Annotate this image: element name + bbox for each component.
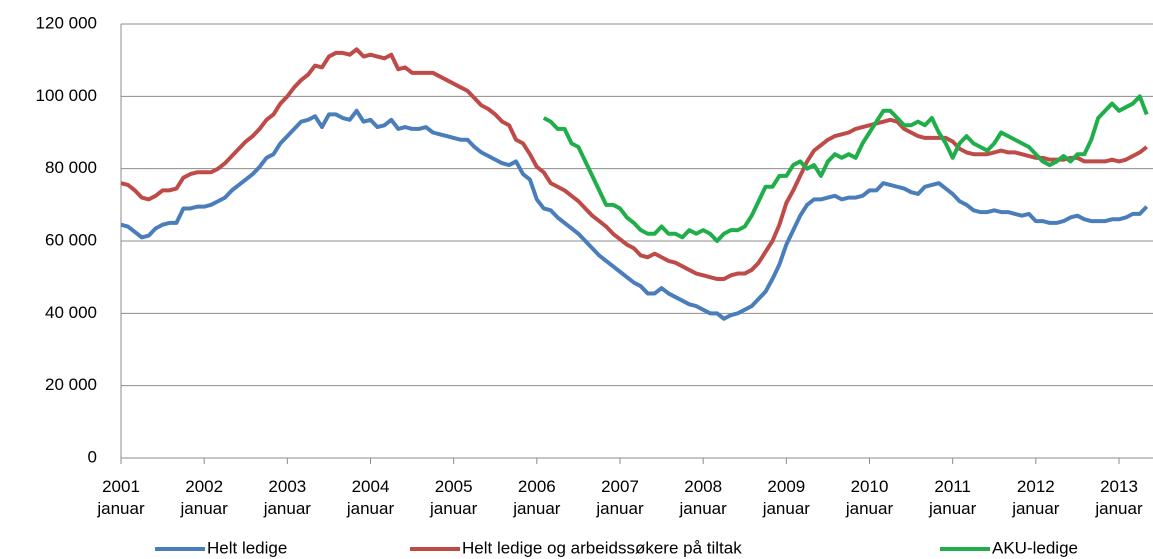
x-tick-label: 2009 januar [762,477,810,518]
series-line [120,108,1149,321]
y-tick-label: 80 000 [45,158,97,177]
x-tick-label: 2006 januar [513,477,561,518]
y-tick-label: 100 000 [36,86,97,105]
x-tick-label: 2004 januar [346,477,395,518]
y-tick-label: 20 000 [45,375,97,394]
x-tick-label: 2005 januar [430,477,478,518]
x-tick-label: 2007 januar [596,477,644,518]
y-tick-label: 120 000 [36,13,97,32]
legend-label: Helt ledige [207,538,287,557]
x-tick-label: 2010 januar [845,477,894,518]
x-tick-label: 2001 januar [97,477,145,518]
legend-label: Helt ledige og arbeidssøkere på tiltak [462,538,742,557]
x-tick-label: 2012 januar [1012,477,1060,518]
legend-label: AKU-ledige [992,538,1078,557]
x-tick-label: 2003 januar [263,477,311,518]
x-tick-label: 2013 januar [1095,477,1143,518]
x-tick-label: 2002 januar [180,477,228,518]
x-tick-label: 2008 januar [679,477,727,518]
series-line [120,47,1148,281]
series-line [542,94,1149,243]
y-tick-label: 60 000 [45,230,97,249]
y-tick-label: 0 [88,447,97,466]
y-tick-label: 40 000 [45,303,97,322]
x-tick-label: 2011 januar [929,477,977,518]
